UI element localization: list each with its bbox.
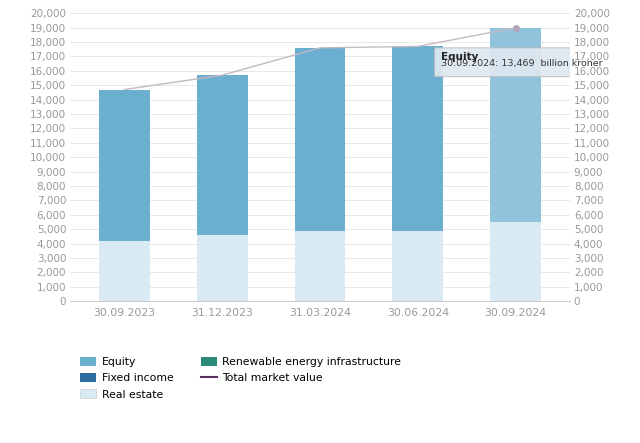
Bar [392,47,444,231]
Text: Equity: Equity [442,52,479,62]
Bar [490,222,541,301]
Bar [294,48,346,231]
Text: 30.09.2024: 13,469  billion kroner: 30.09.2024: 13,469 billion kroner [442,59,603,68]
Bar [99,241,150,301]
Bar [294,231,346,301]
Bar [392,231,444,301]
Legend: Equity, Fixed income, Real estate, Renewable energy infrastructure, Total market: Equity, Fixed income, Real estate, Renew… [76,353,406,404]
Bar [490,28,541,222]
FancyBboxPatch shape [435,48,583,77]
Bar [99,89,150,241]
Bar [196,75,248,235]
Bar [196,235,248,301]
